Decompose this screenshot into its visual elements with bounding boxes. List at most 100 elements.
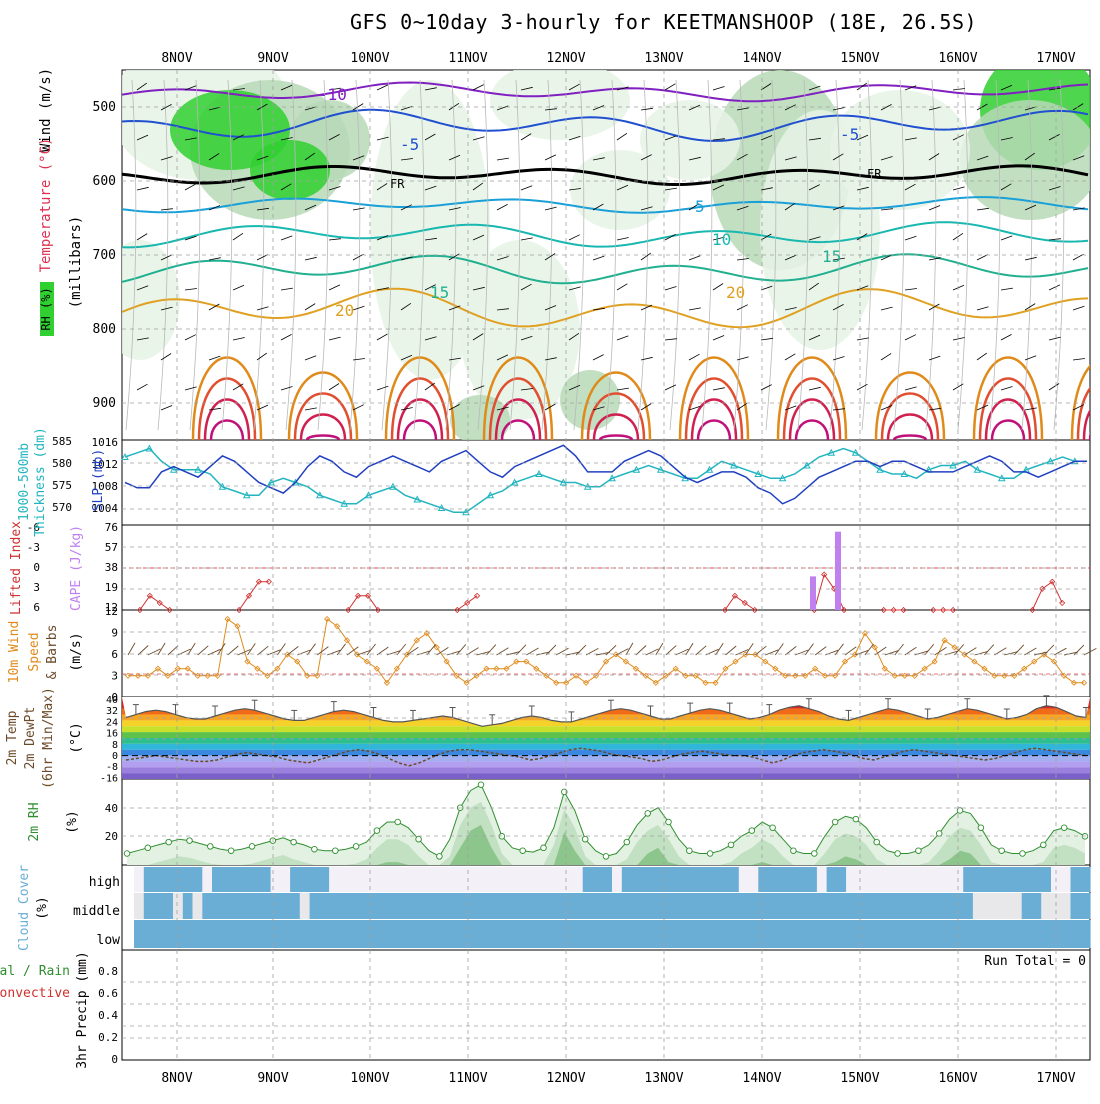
cloud-cell-low	[933, 920, 945, 948]
boundary-layer-isotherm	[287, 371, 359, 440]
wind-speed-marker	[234, 623, 241, 630]
cloud-cell-low	[446, 920, 457, 948]
lifted-index-marker	[751, 606, 758, 614]
rh2m-marker	[915, 847, 922, 854]
cloud-cell-low	[777, 920, 789, 948]
thickness-marker	[267, 478, 275, 486]
rh-contour-line	[573, 79, 585, 431]
wind-speed-marker	[921, 665, 928, 672]
wind-barb	[856, 383, 868, 391]
wind-tick: 0	[111, 691, 118, 704]
boundary-layer-isotherm	[402, 419, 438, 440]
wind-barb	[256, 207, 269, 211]
wind-barb-10m	[635, 645, 647, 656]
rh2m-marker	[477, 781, 485, 788]
thickness-marker	[656, 465, 665, 473]
rh-shading-blob	[640, 100, 740, 180]
cloud-cell-high	[192, 867, 203, 892]
wind-barb	[640, 252, 652, 261]
cloud-cell-middle	[680, 893, 691, 919]
cloud-cell-low	[885, 920, 896, 948]
wind-barb	[712, 86, 725, 91]
lifted-index-marker	[265, 578, 272, 585]
wind-barb	[1072, 305, 1085, 311]
cloud-cell-high	[377, 867, 389, 892]
wind-barb-10m	[1043, 644, 1055, 656]
wind-barb	[568, 83, 580, 91]
rh2m-marker	[686, 847, 693, 854]
boundary-layer-isotherm	[384, 356, 456, 440]
cloud-cell-high	[543, 867, 555, 892]
wind-barb	[640, 107, 653, 111]
cloud-cell-middle	[202, 893, 213, 919]
cape-tick: 12	[105, 601, 118, 614]
date-label-top: 13NOV	[644, 51, 683, 66]
thickness-marker	[754, 469, 763, 477]
wind-barb	[496, 406, 509, 411]
wind-barb-10m	[137, 645, 149, 656]
wind-barb	[856, 82, 868, 91]
wind-barb	[1000, 287, 1013, 291]
lifted-index-marker	[1059, 599, 1066, 606]
wind-barb	[160, 208, 173, 211]
lifted-index-marker	[821, 571, 828, 578]
wind-barb	[520, 237, 533, 241]
lifted-index-marker	[950, 606, 957, 614]
cloud-cell-middle	[358, 893, 369, 919]
cloud-cell-low	[787, 920, 798, 948]
wind-barb	[712, 236, 725, 241]
wind-barb	[304, 152, 316, 161]
wind-barb	[928, 257, 941, 261]
wind-barb	[880, 353, 892, 361]
wind-barb-10m	[715, 643, 724, 656]
wind-barb-10m	[306, 643, 316, 656]
y-axis-labels: Wind (m/s)Temperature (°C) RH (%) (milliba…	[0, 68, 106, 1069]
cloud-cell-middle	[338, 893, 350, 919]
cloud-cell-high	[475, 867, 486, 892]
boundary-layer-isotherm	[305, 434, 341, 440]
cloud-cell-high	[290, 867, 301, 892]
temp-tick: 24	[106, 717, 118, 728]
wind-speed-marker	[164, 672, 171, 679]
temp-tick: 0	[112, 751, 118, 762]
wind-barb	[496, 204, 508, 211]
wind-speed-marker	[822, 672, 829, 679]
wind-barb	[376, 385, 389, 391]
cloud-cell-high	[943, 867, 955, 892]
wind-barb	[616, 283, 628, 291]
wind-barb-10m	[685, 642, 694, 656]
wind-barb-10m	[755, 645, 767, 656]
cloud-cell-middle	[729, 893, 740, 919]
rh2m-marker	[248, 843, 256, 850]
rh-contour-line	[733, 79, 745, 431]
cape-tick: 57	[105, 541, 118, 554]
temp-label-b: 2m DewPt	[23, 707, 38, 770]
wind-speed-marker	[802, 672, 809, 679]
rh2m-marker	[727, 841, 735, 849]
wind-barb	[832, 408, 845, 411]
rh2m-marker	[165, 838, 172, 846]
cloud-cell-low	[543, 920, 555, 948]
rh2m-series	[123, 781, 1089, 865]
cloud-level-label: middle	[73, 904, 120, 919]
upper-y-tick: 700	[93, 248, 116, 263]
rh2m-marker	[352, 843, 360, 850]
wind-speed-marker	[274, 665, 281, 672]
wind-barb	[208, 257, 221, 261]
rh2m-marker	[811, 850, 818, 857]
cloud-cell-middle	[416, 893, 428, 919]
freezing-level-label: FR	[390, 177, 405, 191]
wind-barb	[400, 302, 412, 311]
wind-barb	[976, 103, 988, 111]
wind-barb	[520, 335, 533, 341]
wind-barb	[760, 337, 773, 341]
wind-barb	[832, 205, 845, 211]
wind-speed-marker	[742, 651, 749, 658]
thickness-marker	[730, 461, 738, 469]
cloud-cell-middle	[387, 893, 398, 919]
cloud-cell-low	[475, 920, 486, 948]
cloud-cell-high	[865, 867, 876, 892]
wind-barb	[1072, 358, 1085, 361]
cloud-cell-high	[182, 867, 194, 892]
temp-band	[122, 773, 1090, 779]
